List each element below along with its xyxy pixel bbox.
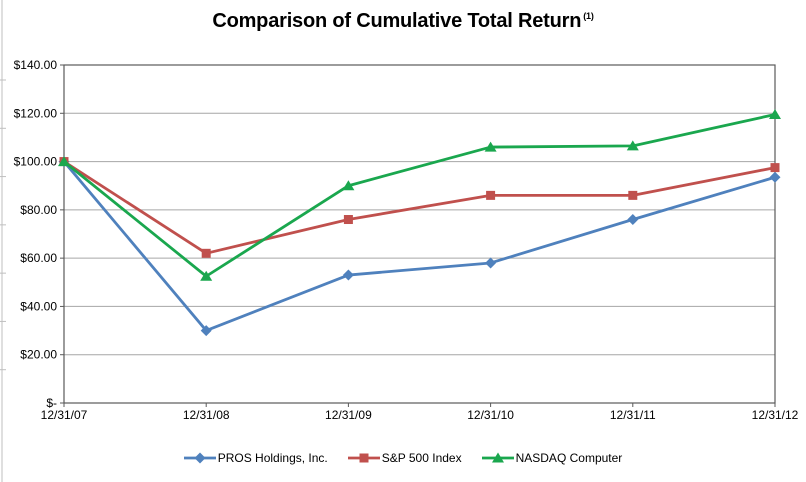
data-point-s-p-500-index — [201, 248, 211, 258]
data-point-pros-holdings-inc — [769, 171, 781, 183]
x-axis-label: 12/31/11 — [610, 408, 656, 422]
triangle-marker-icon — [481, 452, 514, 463]
data-point-s-p-500-index — [343, 215, 353, 225]
y-axis-label: $100.00 — [14, 155, 58, 169]
data-point-pros-holdings-inc — [200, 325, 212, 337]
data-point-s-p-500-index — [770, 163, 780, 173]
data-point-pros-holdings-inc — [627, 214, 639, 226]
legend-label-nasdaq-computer: NASDAQ Computer — [515, 451, 623, 465]
series-line-pros-holdings-inc — [62, 160, 776, 332]
data-point-nasdaq-computer — [769, 108, 781, 119]
legend-item-nasdaq-computer: NASDAQ Computer — [481, 451, 623, 465]
x-axis-label: 12/31/12 — [752, 408, 799, 422]
y-axis-label: $40.00 — [20, 299, 57, 313]
data-point-pros-holdings-inc — [342, 269, 354, 281]
data-point-pros-holdings-inc — [485, 257, 497, 269]
legend-item-s-p-500-index: S&P 500 Index — [347, 451, 462, 465]
chart-title: Comparison of Cumulative Total Return (1) — [0, 10, 806, 33]
data-point-nasdaq-computer — [484, 141, 497, 152]
data-point-s-p-500-index — [486, 190, 496, 200]
x-axis-label: 12/31/10 — [467, 408, 514, 422]
legend-item-pros-holdings-inc: PROS Holdings, Inc. — [183, 451, 328, 465]
y-axis-label: $60.00 — [20, 251, 57, 265]
chart-title-footnote-ref: (1) — [583, 11, 594, 22]
series-line-s-p-500-index — [63, 160, 776, 255]
chart-legend: PROS Holdings, Inc. S&P 500 Index NASDAQ C… — [0, 451, 806, 465]
y-axis-label: $120.00 — [14, 106, 58, 120]
triangle-marker-glyph — [491, 452, 504, 463]
square-marker-icon — [347, 453, 380, 463]
data-point-nasdaq-computer — [626, 140, 639, 151]
y-axis-label: $20.00 — [20, 348, 57, 362]
y-axis-label: $80.00 — [20, 203, 57, 217]
x-axis-label: 12/31/08 — [183, 408, 230, 422]
square-marker-glyph — [359, 453, 369, 463]
plot-border — [63, 64, 776, 404]
series-line-nasdaq-computer — [63, 113, 776, 278]
y-axis-label: $- — [46, 396, 57, 410]
data-point-s-p-500-index — [628, 190, 638, 200]
x-axis-label: 12/31/07 — [41, 408, 88, 422]
y-axis-label: $140.00 — [14, 58, 58, 72]
x-axis-label: 12/31/09 — [325, 408, 372, 422]
diamond-marker-icon — [183, 452, 216, 464]
diamond-marker-glyph — [194, 452, 206, 464]
legend-label-pros-holdings-inc: PROS Holdings, Inc. — [217, 451, 328, 465]
data-point-nasdaq-computer — [342, 180, 355, 191]
legend-label-s-p-500-index: S&P 500 Index — [381, 451, 462, 465]
chart-title-text: Comparison of Cumulative Total Return — [212, 10, 582, 32]
data-point-nasdaq-computer — [58, 156, 70, 167]
data-point-nasdaq-computer — [200, 270, 213, 281]
